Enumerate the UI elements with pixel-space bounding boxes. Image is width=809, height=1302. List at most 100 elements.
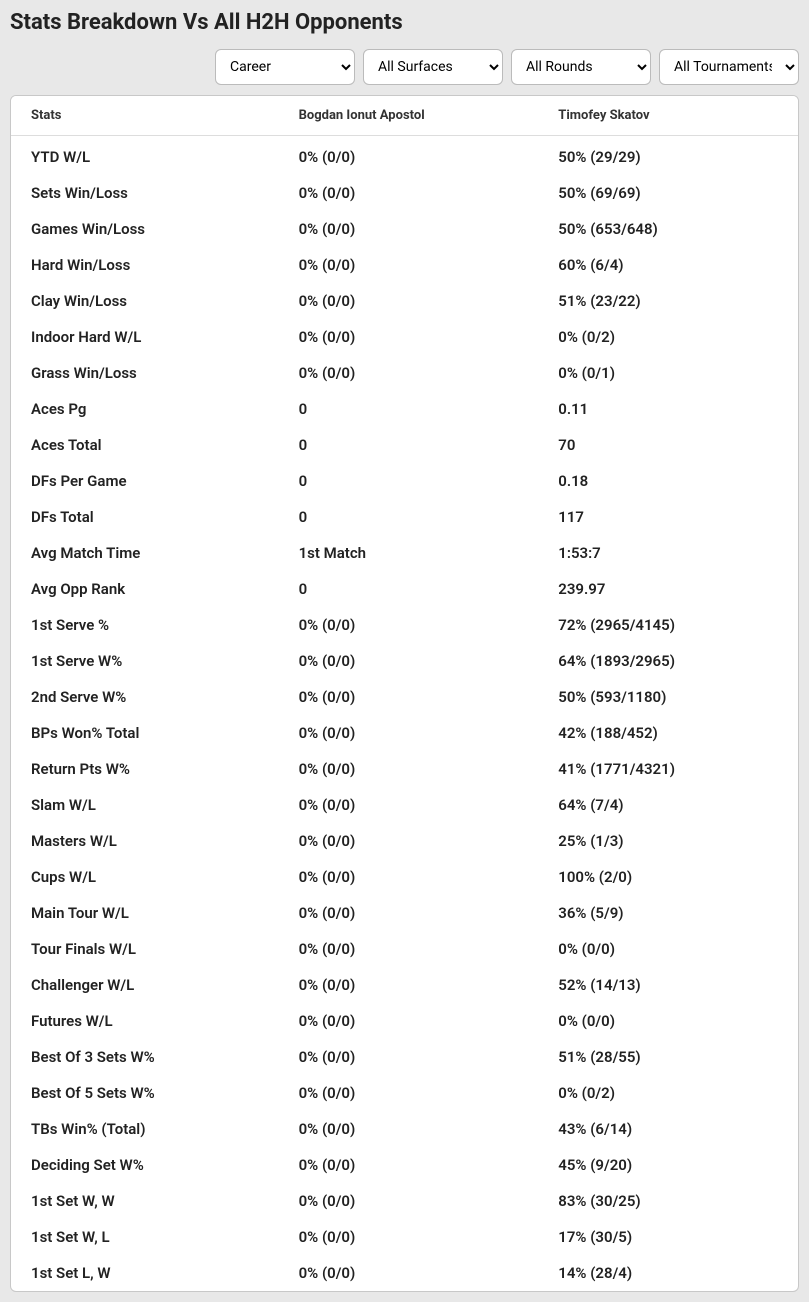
table-row: Best Of 3 Sets W%0% (0/0)51% (28/55)	[11, 1039, 798, 1075]
player2-value: 41% (1771/4321)	[538, 751, 798, 787]
header-stats: Stats	[11, 96, 279, 136]
stat-name: 1st Serve W%	[11, 643, 279, 679]
table-row: Best Of 5 Sets W%0% (0/0)0% (0/2)	[11, 1075, 798, 1111]
player1-value: 0% (0/0)	[279, 1039, 539, 1075]
table-header-row: Stats Bogdan Ionut Apostol Timofey Skato…	[11, 96, 798, 136]
stat-name: Best Of 5 Sets W%	[11, 1075, 279, 1111]
table-row: Hard Win/Loss0% (0/0)60% (6/4)	[11, 247, 798, 283]
player2-value: 42% (188/452)	[538, 715, 798, 751]
player2-value: 72% (2965/4145)	[538, 607, 798, 643]
table-row: Return Pts W%0% (0/0)41% (1771/4321)	[11, 751, 798, 787]
table-row: DFs Per Game00.18	[11, 463, 798, 499]
player1-value: 0% (0/0)	[279, 679, 539, 715]
player1-value: 0% (0/0)	[279, 283, 539, 319]
stat-name: Challenger W/L	[11, 967, 279, 1003]
player2-value: 50% (593/1180)	[538, 679, 798, 715]
player1-value: 0% (0/0)	[279, 1183, 539, 1219]
table-row: Deciding Set W%0% (0/0)45% (9/20)	[11, 1147, 798, 1183]
player1-value: 0% (0/0)	[279, 859, 539, 895]
player2-value: 117	[538, 499, 798, 535]
player2-value: 52% (14/13)	[538, 967, 798, 1003]
surface-select[interactable]: All Surfaces	[363, 49, 503, 85]
stats-table: Stats Bogdan Ionut Apostol Timofey Skato…	[11, 96, 798, 1291]
stat-name: Clay Win/Loss	[11, 283, 279, 319]
round-select[interactable]: All Rounds	[511, 49, 651, 85]
header-player2: Timofey Skatov	[538, 96, 798, 136]
stat-name: Indoor Hard W/L	[11, 319, 279, 355]
player1-value: 0% (0/0)	[279, 1147, 539, 1183]
stat-name: Hard Win/Loss	[11, 247, 279, 283]
stat-name: Aces Pg	[11, 391, 279, 427]
table-row: Cups W/L0% (0/0)100% (2/0)	[11, 859, 798, 895]
tournament-select[interactable]: All Tournaments	[659, 49, 799, 85]
player1-value: 0% (0/0)	[279, 175, 539, 211]
player1-value: 0% (0/0)	[279, 895, 539, 931]
player2-value: 0.18	[538, 463, 798, 499]
table-row: Indoor Hard W/L0% (0/0)0% (0/2)	[11, 319, 798, 355]
stat-name: Tour Finals W/L	[11, 931, 279, 967]
player2-value: 43% (6/14)	[538, 1111, 798, 1147]
table-row: DFs Total0117	[11, 499, 798, 535]
table-row: Main Tour W/L0% (0/0)36% (5/9)	[11, 895, 798, 931]
player2-value: 50% (653/648)	[538, 211, 798, 247]
table-row: Tour Finals W/L0% (0/0)0% (0/0)	[11, 931, 798, 967]
player2-value: 36% (5/9)	[538, 895, 798, 931]
player2-value: 51% (23/22)	[538, 283, 798, 319]
player1-value: 0% (0/0)	[279, 1219, 539, 1255]
player1-value: 0% (0/0)	[279, 1075, 539, 1111]
player1-value: 0% (0/0)	[279, 607, 539, 643]
table-row: TBs Win% (Total)0% (0/0)43% (6/14)	[11, 1111, 798, 1147]
player1-value: 0% (0/0)	[279, 1111, 539, 1147]
stat-name: 1st Serve %	[11, 607, 279, 643]
table-row: 1st Serve W%0% (0/0)64% (1893/2965)	[11, 643, 798, 679]
player2-value: 60% (6/4)	[538, 247, 798, 283]
player2-value: 83% (30/25)	[538, 1183, 798, 1219]
player2-value: 0% (0/0)	[538, 931, 798, 967]
table-row: Challenger W/L0% (0/0)52% (14/13)	[11, 967, 798, 1003]
player1-value: 0% (0/0)	[279, 247, 539, 283]
stat-name: Deciding Set W%	[11, 1147, 279, 1183]
player1-value: 0% (0/0)	[279, 751, 539, 787]
player2-value: 50% (29/29)	[538, 136, 798, 176]
filter-bar: Career All Surfaces All Rounds All Tourn…	[10, 49, 799, 85]
player1-value: 1st Match	[279, 535, 539, 571]
player1-value: 0% (0/0)	[279, 715, 539, 751]
player1-value: 0% (0/0)	[279, 211, 539, 247]
career-select[interactable]: Career	[215, 49, 355, 85]
stat-name: Main Tour W/L	[11, 895, 279, 931]
player1-value: 0% (0/0)	[279, 643, 539, 679]
stat-name: 2nd Serve W%	[11, 679, 279, 715]
player2-value: 0% (0/2)	[538, 1075, 798, 1111]
table-row: Aces Total070	[11, 427, 798, 463]
player1-value: 0% (0/0)	[279, 1255, 539, 1291]
stat-name: BPs Won% Total	[11, 715, 279, 751]
player1-value: 0% (0/0)	[279, 355, 539, 391]
table-row: Grass Win/Loss0% (0/0)0% (0/1)	[11, 355, 798, 391]
player1-value: 0% (0/0)	[279, 787, 539, 823]
player2-value: 0.11	[538, 391, 798, 427]
table-row: Masters W/L0% (0/0)25% (1/3)	[11, 823, 798, 859]
table-row: BPs Won% Total0% (0/0)42% (188/452)	[11, 715, 798, 751]
player1-value: 0	[279, 463, 539, 499]
player2-value: 100% (2/0)	[538, 859, 798, 895]
player2-value: 0% (0/2)	[538, 319, 798, 355]
stat-name: Slam W/L	[11, 787, 279, 823]
stat-name: Avg Opp Rank	[11, 571, 279, 607]
stat-name: DFs Per Game	[11, 463, 279, 499]
player1-value: 0	[279, 571, 539, 607]
player1-value: 0	[279, 427, 539, 463]
header-player1: Bogdan Ionut Apostol	[279, 96, 539, 136]
stat-name: 1st Set W, L	[11, 1219, 279, 1255]
table-row: Clay Win/Loss0% (0/0)51% (23/22)	[11, 283, 798, 319]
stat-name: DFs Total	[11, 499, 279, 535]
stat-name: Games Win/Loss	[11, 211, 279, 247]
table-row: Avg Match Time1st Match1:53:7	[11, 535, 798, 571]
table-row: Avg Opp Rank0239.97	[11, 571, 798, 607]
stat-name: Aces Total	[11, 427, 279, 463]
player2-value: 17% (30/5)	[538, 1219, 798, 1255]
stat-name: Futures W/L	[11, 1003, 279, 1039]
player2-value: 239.97	[538, 571, 798, 607]
player1-value: 0% (0/0)	[279, 1003, 539, 1039]
player1-value: 0% (0/0)	[279, 931, 539, 967]
stat-name: Masters W/L	[11, 823, 279, 859]
